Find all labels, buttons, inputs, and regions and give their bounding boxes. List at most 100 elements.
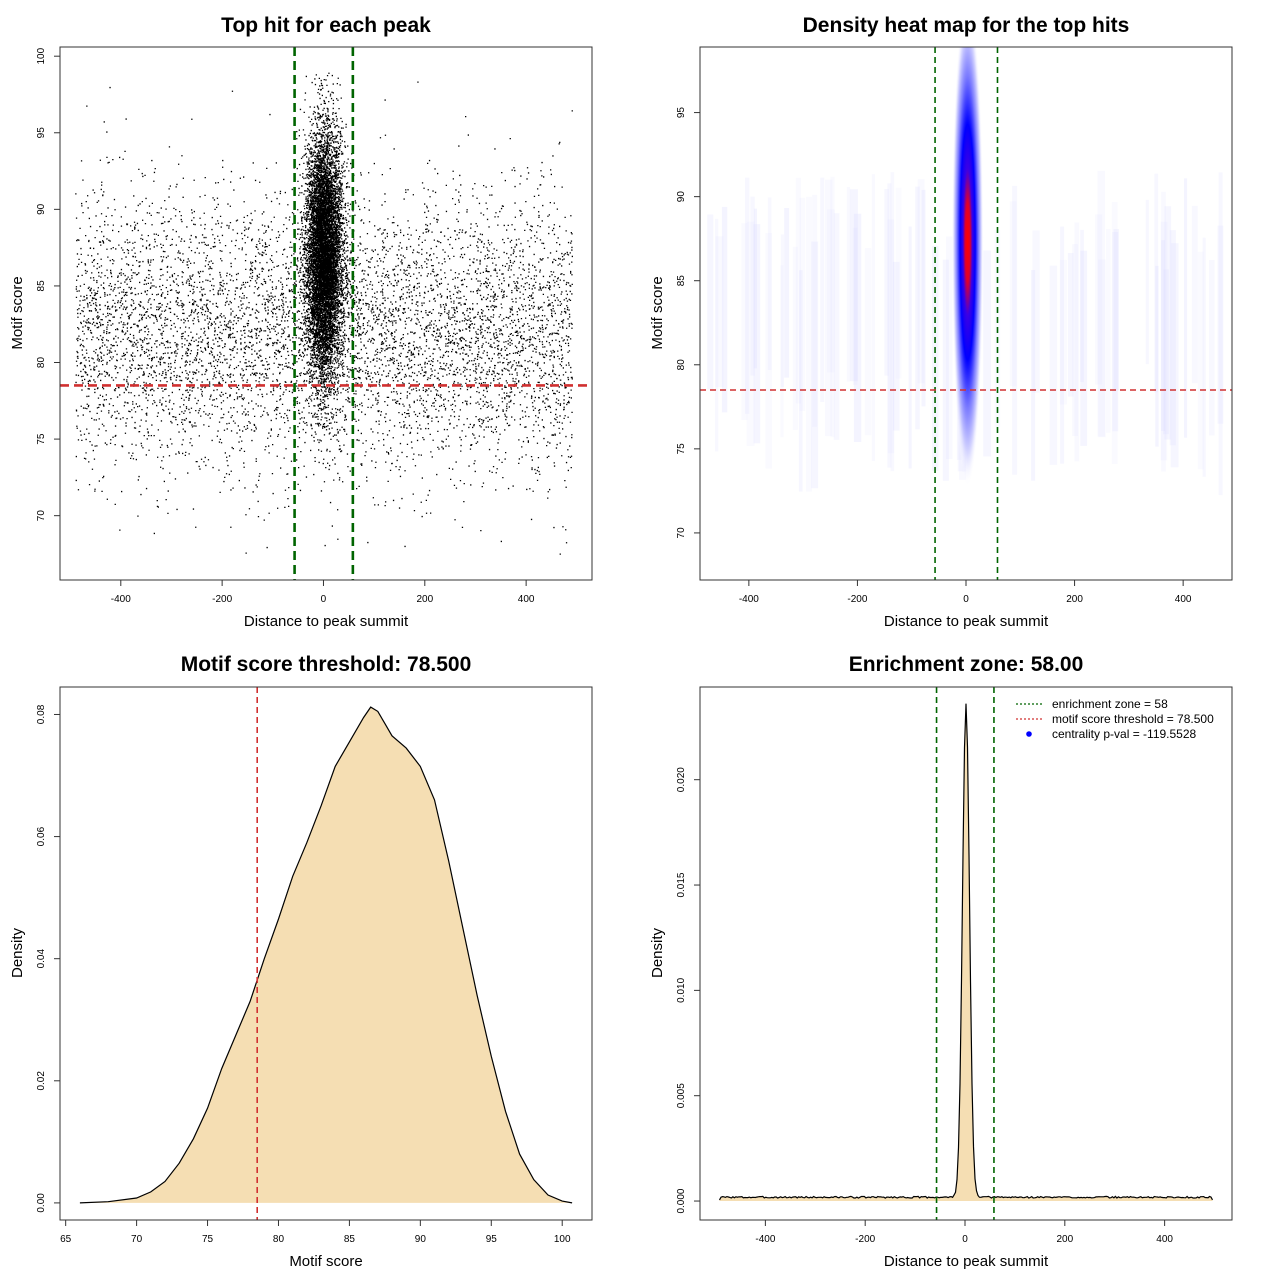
panel-enrichment-density: Enrichment zone: 58.00 -400 -200 0 200 400 0… (649, 653, 1233, 1270)
plot-frame (59, 46, 593, 581)
x-tick-label: 85 (344, 1234, 356, 1245)
x-tick-label: -200 (847, 594, 867, 605)
density-streak (806, 196, 812, 492)
y-tick-label: 0.005 (676, 1083, 687, 1108)
density-streak (784, 208, 790, 378)
density-streak (765, 233, 772, 469)
y-axis-label: Motif score (649, 276, 666, 349)
density-streak (1209, 260, 1215, 436)
reference-lines (700, 47, 1232, 580)
x-tick-label: 70 (131, 1234, 143, 1245)
scatter-point-cloud (75, 72, 573, 555)
y-tick-label: 80 (676, 359, 687, 371)
y-tick-label: 0.04 (36, 949, 47, 969)
y-axis-label: Density (649, 927, 666, 978)
x-tick-label: -200 (855, 1234, 875, 1245)
y-axis: 0.000 0.005 0.010 0.015 0.020 (676, 767, 700, 1214)
density-streak (853, 213, 862, 442)
y-tick-label: 85 (676, 275, 687, 287)
y-tick-label: 0.02 (36, 1071, 47, 1091)
density-streak (917, 179, 925, 384)
density-streak (750, 196, 755, 376)
x-tick-label: 0 (321, 594, 327, 605)
density-streak (721, 206, 728, 413)
panel-motif-score-density: Motif score threshold: 78.500 65 70 75 80 85… (9, 653, 593, 1270)
y-tick-label: 70 (676, 527, 687, 539)
x-axis-label: Distance to peak summit (884, 1253, 1049, 1270)
density-streak (746, 221, 755, 446)
chart-title: Density heat map for the top hits (803, 14, 1130, 37)
reference-lines (60, 47, 592, 580)
x-tick-label: 100 (554, 1234, 571, 1245)
density-streak (942, 259, 949, 481)
density-streak (1060, 226, 1065, 464)
y-tick-label: 90 (676, 191, 687, 203)
y-tick-label: 0.015 (676, 872, 687, 897)
y-axis-label: Motif score (9, 276, 26, 349)
y-axis: 70 75 80 85 90 95 (676, 107, 700, 539)
density-streak (799, 197, 806, 411)
x-axis: 65 70 75 80 85 90 95 100 (60, 1220, 571, 1245)
density-streak (1113, 228, 1119, 391)
chart-title: Top hit for each peak (221, 14, 431, 37)
y-tick-label: 70 (36, 510, 47, 522)
density-streak (827, 209, 835, 373)
y-tick-label: 0.000 (676, 1188, 687, 1213)
density-streak (1217, 225, 1224, 424)
y-tick-label: 95 (36, 127, 47, 139)
x-tick-label: 65 (60, 1234, 72, 1245)
density-streak (1170, 243, 1179, 468)
x-tick-label: 400 (1156, 1234, 1173, 1245)
density-streak (946, 236, 953, 460)
density-streak (1155, 265, 1159, 447)
density-streak (811, 241, 819, 489)
density-streak (1112, 231, 1119, 432)
x-axis-label: Distance to peak summit (884, 613, 1049, 630)
density-streak (895, 187, 902, 379)
density-streak (741, 223, 748, 420)
panel-heatmap: Density heat map for the top hits -400 -2… (649, 14, 1233, 630)
x-tick-label: 200 (1056, 1234, 1073, 1245)
density-streak (864, 248, 872, 436)
density-streak (892, 261, 900, 431)
density-streak (1049, 265, 1058, 465)
density-streak (887, 219, 895, 454)
density-streak (1145, 199, 1149, 365)
density-streak (1067, 252, 1074, 397)
y-tick-label: 75 (676, 443, 687, 455)
density-streak (1154, 173, 1159, 393)
density-streak (1169, 230, 1176, 446)
y-tick-label: 75 (36, 433, 47, 445)
x-tick-label: 95 (486, 1234, 498, 1245)
density-streak (830, 176, 835, 438)
x-axis: -400 -200 0 200 400 (111, 580, 535, 605)
x-tick-label: 0 (962, 1234, 968, 1245)
density-streak (780, 265, 784, 438)
density-streak (915, 186, 920, 430)
reference-lines (935, 687, 995, 1220)
density-streak (744, 177, 750, 414)
density-streak (707, 214, 714, 390)
density-streak (849, 189, 858, 382)
y-tick-label: 0.08 (36, 704, 47, 724)
scatter-points (75, 72, 573, 555)
density-streak (1160, 221, 1168, 461)
x-axis: -400 -200 0 200 400 (739, 580, 1192, 605)
density-streak (846, 187, 851, 382)
density-heatmap (707, 47, 1224, 496)
density-streak (795, 177, 801, 404)
density-streak (1074, 222, 1080, 462)
density-streak (1012, 185, 1018, 475)
density-streak (890, 172, 895, 472)
y-tick-label: 100 (36, 47, 47, 64)
x-tick-label: 200 (416, 594, 433, 605)
density-line (718, 703, 1214, 1201)
density-streak (714, 218, 719, 452)
density-streak (1031, 270, 1036, 481)
legend-item-enrichment-zone: enrichment zone = 58 (1052, 697, 1168, 711)
y-tick-label: 95 (676, 107, 687, 119)
legend-item-motif-threshold: motif score threshold = 78.500 (1052, 712, 1214, 726)
y-axis-label: Density (9, 927, 26, 978)
density-streak (884, 188, 889, 376)
